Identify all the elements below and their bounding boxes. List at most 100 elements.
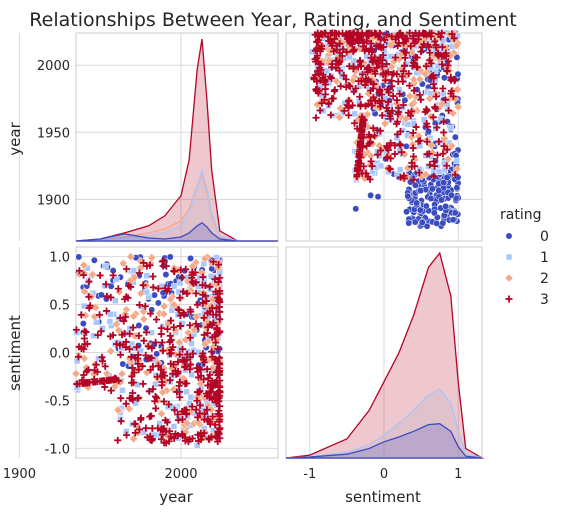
scatter-point (380, 119, 390, 128)
scatter-point (362, 75, 370, 83)
scatter-point (384, 146, 392, 154)
scatter-point (394, 42, 402, 50)
scatter-point (80, 371, 88, 379)
scatter-point (363, 29, 371, 37)
legend-title: rating (500, 207, 541, 223)
scatter-point (119, 360, 127, 368)
scatter-point (213, 254, 220, 261)
scatter-point (162, 386, 171, 395)
scatter-point (96, 271, 104, 279)
scatter-point (404, 192, 412, 200)
scatter-point (192, 320, 200, 328)
scatter-point (128, 372, 136, 380)
scatter-point (398, 148, 406, 156)
scatter-point (403, 208, 410, 216)
scatter-point (146, 436, 154, 444)
scatter-point (135, 366, 143, 374)
scatter-point (451, 171, 459, 179)
scatter-point (116, 341, 124, 349)
scatter-point (195, 364, 203, 372)
scatter-point (368, 162, 376, 170)
scatter-point (438, 60, 446, 68)
scatter-point (200, 429, 208, 437)
scatter-point (413, 199, 421, 207)
scatter-point (438, 29, 446, 37)
scatter-point (129, 389, 137, 397)
scatter-point (163, 325, 171, 333)
scatter-point (77, 311, 85, 319)
scatter-point (410, 176, 418, 184)
scatter-point (422, 105, 430, 113)
scatter-point (345, 62, 353, 70)
scatter-point (203, 365, 211, 373)
scatter-point (149, 385, 157, 393)
scatter-point (152, 380, 159, 388)
scatter-point (123, 431, 131, 439)
scatter-point (400, 174, 408, 182)
scatter-point (118, 259, 128, 268)
scatter-point (383, 104, 391, 112)
scatter-point (443, 67, 451, 75)
scatter-point (405, 219, 413, 227)
scatter-point (363, 142, 371, 150)
scatter-point (318, 42, 326, 50)
scatter-point (200, 254, 210, 264)
tick-labels: 1900 1950 2000 1.0 0.5 0.0 -0.5 -1.0 1900 2000 -1 0… (3, 59, 462, 482)
scatter-point (139, 281, 147, 289)
scatter-point (101, 362, 109, 370)
scatter-point (75, 343, 83, 351)
scatter-point (137, 347, 144, 355)
legend-marker-2 (504, 273, 514, 283)
scatter-point (410, 87, 418, 95)
scatter-point (393, 130, 401, 138)
scatter-point (371, 67, 379, 75)
scatter-point (439, 219, 447, 227)
scatter-point (195, 348, 202, 356)
scatter-point (176, 294, 184, 302)
scatter-point (325, 46, 335, 56)
scatter-point (119, 387, 126, 394)
scatter-point (200, 314, 208, 322)
scatter-point (423, 138, 431, 146)
scatter-point (81, 327, 89, 335)
scatter-point (167, 336, 175, 344)
scatter-sentiment-year (308, 28, 463, 230)
scatter-point (432, 93, 440, 101)
scatter-point (349, 38, 357, 46)
scatter-point (187, 254, 194, 262)
scatter-point (149, 283, 157, 291)
scatter-point (408, 163, 416, 171)
y-axis-label-year: year (6, 121, 24, 155)
scatter-point (176, 351, 184, 359)
scatter-point (192, 406, 200, 414)
scatter-point (79, 320, 87, 328)
scatter-point (216, 424, 224, 432)
scatter-point (417, 96, 425, 104)
scatter-point (367, 78, 375, 86)
scatter-point (138, 362, 146, 370)
y-tick-sentiment--1: -1.0 (45, 442, 70, 457)
scatter-point (215, 418, 223, 426)
chart-title: Relationships Between Year, Rating, and … (29, 9, 516, 31)
scatter-point (414, 137, 422, 145)
scatter-point (426, 161, 434, 169)
scatter-point (405, 70, 413, 78)
scatter-point (426, 56, 434, 64)
scatter-point (148, 306, 156, 314)
scatter-point (313, 54, 321, 62)
scatter-point (425, 43, 433, 51)
scatter-point (174, 305, 182, 313)
scatter-point (412, 123, 420, 131)
scatter-point (166, 332, 174, 340)
scatter-point (416, 206, 424, 214)
scatter-point (153, 394, 161, 402)
scatter-point (193, 397, 201, 405)
scatter-point (80, 287, 89, 296)
scatter-point (181, 357, 189, 365)
scatter-point (335, 113, 344, 122)
scatter-point (383, 60, 391, 68)
scatter-point (353, 125, 361, 133)
scatter-point (415, 74, 425, 84)
scatter-point (345, 97, 353, 105)
scatter-point (369, 85, 377, 93)
